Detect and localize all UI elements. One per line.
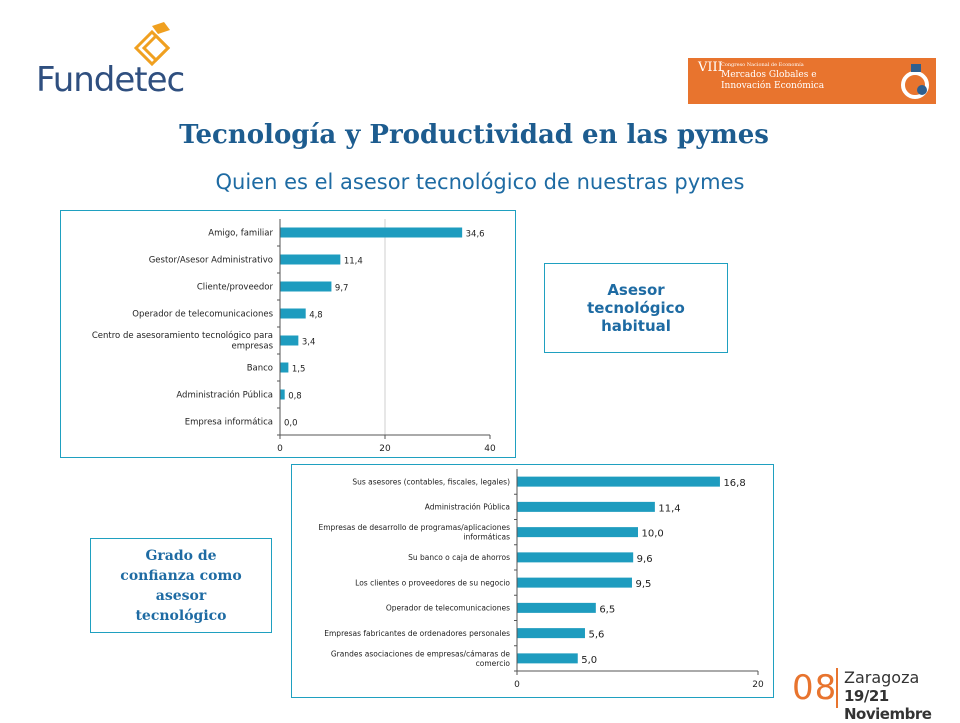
category-label: Empresas de desarrollo de programas/apli… <box>319 523 511 532</box>
footer-separator <box>836 668 838 708</box>
chart-trust-level-svg: 0 20 16,8 Sus asesores (contables, fiscales… <box>319 469 764 690</box>
value-label: 0,0 <box>284 418 298 428</box>
x-tick-label: 0 <box>514 680 520 690</box>
bar <box>517 602 596 613</box>
category-label: Banco <box>247 363 273 373</box>
chart-advisor-habitual: 0 20 40 34,6 Amigo, familiar 11,4 Gestor/Aseso… <box>60 210 516 458</box>
category-label: Los clientes o proveedores de su negocio <box>355 578 510 587</box>
category-label: Amigo, familiar <box>208 228 273 238</box>
value-label: 16,8 <box>723 478 745 489</box>
value-label: 10,0 <box>642 529 664 540</box>
page-title: Tecnología y Productividad en las pymes <box>179 120 769 150</box>
x-tick-label: 0 <box>277 444 283 454</box>
value-label: 3,4 <box>302 337 316 347</box>
bar <box>517 527 638 538</box>
value-label: 6,5 <box>599 604 615 615</box>
category-label: Su banco o caja de ahorros <box>408 553 510 562</box>
value-label: 11,4 <box>344 256 363 266</box>
value-label: 5,6 <box>588 630 604 641</box>
category-label: Grandes asociaciones de empresas/cámaras… <box>331 649 511 658</box>
footer-city: Zaragoza <box>844 668 920 687</box>
category-label: empresas <box>231 342 273 352</box>
category-label: informáticas <box>463 533 510 542</box>
chart-trust-level: 0 20 16,8 Sus asesores (contables, fiscales… <box>291 464 774 698</box>
x-tick-label: 20 <box>379 444 391 454</box>
bar <box>517 552 634 563</box>
category-label: comercio <box>476 659 511 668</box>
bar <box>280 362 289 373</box>
value-label: 9,6 <box>637 554 653 565</box>
category-label: Empresa informática <box>185 417 273 427</box>
fundetec-logo-icon <box>133 22 171 67</box>
bar <box>280 227 463 238</box>
category-label: Gestor/Asesor Administrativo <box>149 255 273 265</box>
x-tick-label: 40 <box>484 444 496 454</box>
footer-dates: 19/21 Noviembre <box>844 687 932 723</box>
callout-advisor-habitual: Asesor tecnológico habitual <box>544 263 728 353</box>
congress-roman-numeral: VIII <box>698 60 723 75</box>
value-label: 5,0 <box>581 655 597 666</box>
bar <box>280 254 341 265</box>
bar <box>517 476 720 487</box>
category-label: Centro de asesoramiento tecnológico para <box>92 330 273 341</box>
logo-wordmark: Fundetec <box>36 60 185 100</box>
category-label: Operador de telecomunicaciones <box>132 309 273 319</box>
congress-line-1: Mercados Globales e <box>721 70 817 80</box>
category-label: Empresas fabricantes de ordenadores pers… <box>324 629 510 638</box>
category-label: Operador de telecomunicaciones <box>386 604 510 613</box>
congress-caption: Congreso Nacional de Economía <box>721 62 804 68</box>
bar <box>517 501 655 512</box>
value-label: 9,5 <box>635 579 651 590</box>
value-label: 4,8 <box>309 310 323 320</box>
value-label: 34,6 <box>466 229 485 239</box>
bar <box>517 653 578 664</box>
callout-trust-level: Grado de confianza como asesor tecnológi… <box>90 538 272 633</box>
value-label: 11,4 <box>658 503 680 514</box>
bar <box>280 335 299 346</box>
value-label: 0,8 <box>288 391 302 401</box>
category-label: Administración Pública <box>425 503 510 512</box>
category-label: Cliente/proveedor <box>197 282 274 292</box>
category-label: Sus asesores (contables, fiscales, legal… <box>352 477 510 486</box>
bar <box>280 281 332 292</box>
congress-line-2: Innovación Económica <box>721 81 825 91</box>
value-label: 9,7 <box>335 283 349 293</box>
value-label: 1,5 <box>292 364 306 374</box>
x-tick-label: 20 <box>752 680 764 690</box>
page-subtitle: Quien es el asesor tecnológico de nuestr… <box>215 170 745 194</box>
congress-banner: VIII Congreso Nacional de Economía Merca… <box>688 58 936 104</box>
congress-emblem-icon <box>901 64 929 99</box>
bar <box>280 389 285 400</box>
chart-advisor-habitual-svg: 0 20 40 34,6 Amigo, familiar 11,4 Gestor/Aseso… <box>92 219 496 454</box>
category-label: Administración Pública <box>176 389 273 400</box>
bar <box>517 628 585 639</box>
bar <box>517 577 632 588</box>
bar <box>280 308 306 319</box>
footer-year-number: 08 <box>792 668 838 708</box>
